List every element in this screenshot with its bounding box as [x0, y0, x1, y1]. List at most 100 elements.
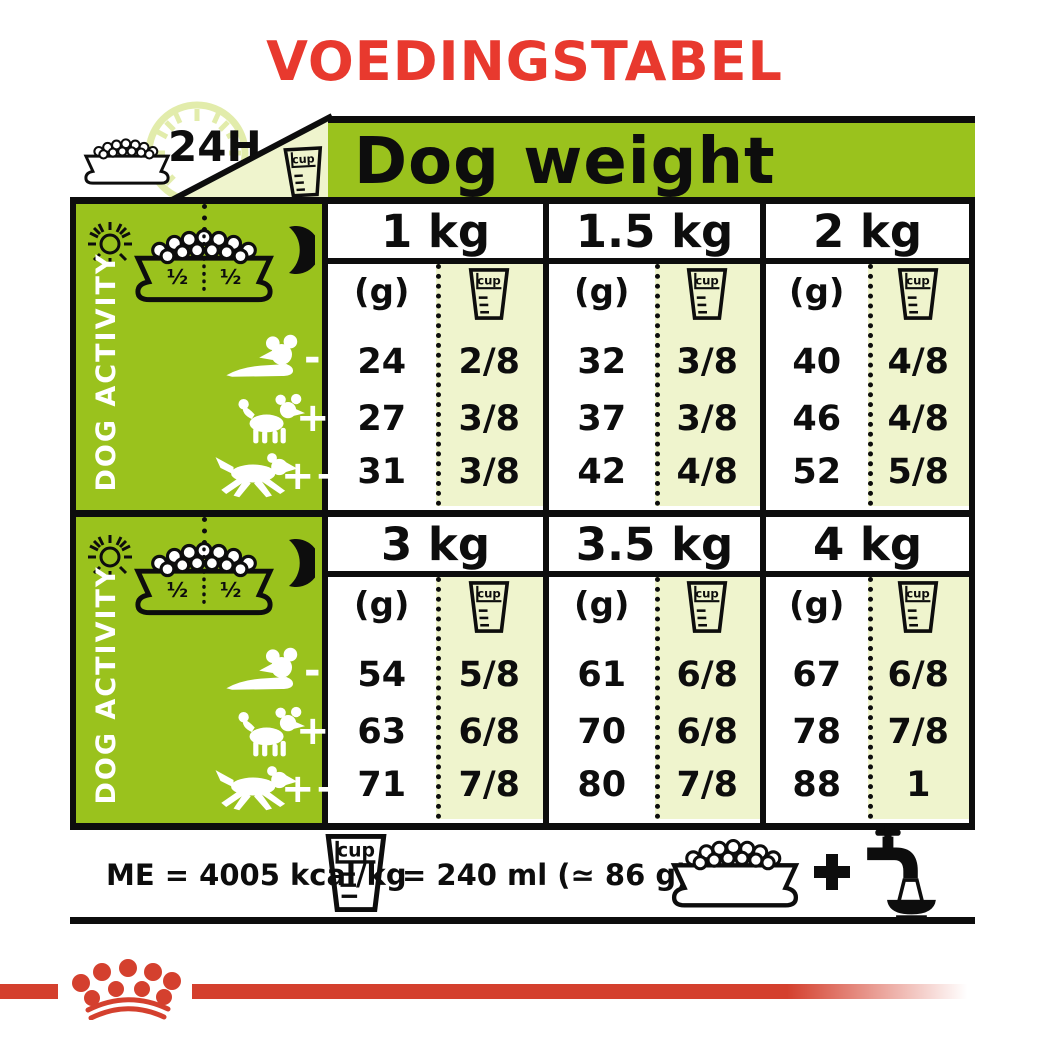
measuring-cup-icon: cup [468, 268, 510, 320]
half-portion-label: ½ [220, 578, 241, 602]
half-portion-label: ½ [167, 265, 188, 289]
weight-label: 1 kg [380, 205, 491, 258]
grid-line [543, 198, 549, 830]
measuring-cup-icon: cup [686, 268, 728, 320]
weight-label: 2 kg [812, 205, 923, 258]
moon-icon [289, 226, 315, 274]
grams-value: 67 [792, 655, 842, 695]
grid-line [70, 823, 975, 830]
cup-value: 6/8 [458, 712, 521, 752]
cup-label: cup [477, 587, 501, 601]
measuring-cup-icon: cup [283, 146, 323, 198]
column-dotted-divider [435, 577, 441, 819]
half-half-bowl-icon: ½ ½ [134, 228, 274, 303]
grams-value: 54 [357, 655, 407, 695]
cup-label: cup [906, 587, 930, 601]
grid-line [70, 197, 975, 204]
cup-label: cup [337, 840, 375, 861]
weight-column-header: 1 kg [328, 204, 543, 264]
dog-medium-activity-icon [238, 393, 306, 444]
cup-column-background [867, 264, 969, 506]
cup-value: 3/8 [458, 452, 521, 492]
meal-split-dotted-line [202, 204, 207, 232]
weight-label: 1.5 kg [575, 205, 734, 258]
half-half-bowl-icon: ½ ½ [134, 541, 274, 616]
cup-value: 1 [906, 765, 931, 805]
measuring-cup-icon: cup [468, 581, 510, 633]
dog-activity-label: DOG ACTIVITY [91, 252, 122, 492]
weight-column-body: (g) cup 24 2/8 27 3/8 31 3/8 [328, 264, 543, 510]
activity-minus-label: - [304, 648, 321, 694]
cup-value: 7/8 [676, 765, 739, 805]
grams-value: 63 [357, 712, 407, 752]
cup-column-background [654, 577, 760, 819]
cup-label: cup [695, 587, 719, 601]
moon-icon [289, 539, 315, 587]
food-bowl-24h-icon [83, 138, 171, 185]
weight-column-header: 4 kg [766, 517, 969, 577]
column-dotted-divider [654, 264, 660, 506]
weight-label: 4 kg [812, 518, 923, 571]
grid-line [969, 198, 975, 830]
dog-activity-panel: ½ ½ DOG ACTIVITY - + ++ [76, 517, 348, 823]
half-portion-label: ½ [220, 265, 241, 289]
grid-line [70, 510, 975, 517]
cup-value: 4/8 [887, 399, 950, 439]
cup-value: 3/8 [676, 399, 739, 439]
weight-column-body: (g) cup 40 4/8 46 4/8 52 5/8 [766, 264, 969, 510]
grams-value: 80 [577, 765, 627, 805]
plus-icon [814, 854, 850, 890]
cup-value: 7/8 [887, 712, 950, 752]
grams-value: 70 [577, 712, 627, 752]
grams-unit-label: (g) [574, 272, 630, 312]
grams-value: 61 [577, 655, 627, 695]
grams-value: 42 [577, 452, 627, 492]
weight-column-header: 1.5 kg [549, 204, 760, 264]
food-bowl-icon [670, 839, 800, 908]
cup-column-background [867, 577, 969, 819]
dog-medium-activity-icon [238, 706, 306, 757]
cup-label: cup [906, 274, 930, 288]
grid-line [760, 198, 766, 830]
activity-plus-label: + [296, 395, 330, 441]
page-title: VOEDINGSTABEL [266, 30, 783, 93]
meal-split-dotted-line [202, 517, 207, 545]
water-tap-icon [867, 824, 936, 918]
cup-equivalence-label: = 240 ml (≃ 86 g) [402, 858, 690, 892]
grams-unit-label: (g) [789, 272, 845, 312]
cup-column-background [435, 264, 543, 506]
grams-unit-label: (g) [354, 585, 410, 625]
weight-column-body: (g) cup 61 6/8 70 6/8 80 7/8 [549, 577, 760, 823]
grid-line [70, 198, 76, 830]
grams-value: 31 [357, 452, 407, 492]
weight-column-header: 2 kg [766, 204, 969, 264]
column-dotted-divider [654, 577, 660, 819]
column-dotted-divider [435, 264, 441, 506]
sun-icon [88, 535, 132, 579]
dog-low-activity-icon [226, 647, 298, 690]
cup-label: cup [695, 274, 719, 288]
half-portion-label: ½ [167, 578, 188, 602]
cup-label: cup [292, 152, 315, 166]
grams-unit-label: (g) [574, 585, 630, 625]
cup-value: 4/8 [887, 342, 950, 382]
cup-value: 6/8 [676, 712, 739, 752]
weight-label: 3.5 kg [575, 518, 734, 571]
dog-high-activity-icon [215, 766, 298, 811]
brand-band-left [0, 984, 58, 999]
cup-value: 4/8 [676, 452, 739, 492]
grams-value: 24 [357, 342, 407, 382]
grams-unit-label: (g) [354, 272, 410, 312]
cup-value: 7/8 [458, 765, 521, 805]
weight-column-body: (g) cup 32 3/8 37 3/8 42 4/8 [549, 264, 760, 510]
grams-value: 40 [792, 342, 842, 382]
grid-line [322, 198, 328, 830]
grams-value: 32 [577, 342, 627, 382]
measuring-cup-icon: cup [686, 581, 728, 633]
grams-unit-label: (g) [789, 585, 845, 625]
dog-high-activity-icon [215, 453, 298, 498]
grams-value: 88 [792, 765, 842, 805]
grams-value: 52 [792, 452, 842, 492]
dog-weight-label: Dog weight [354, 125, 776, 199]
dog-activity-label: DOG ACTIVITY [91, 565, 122, 805]
